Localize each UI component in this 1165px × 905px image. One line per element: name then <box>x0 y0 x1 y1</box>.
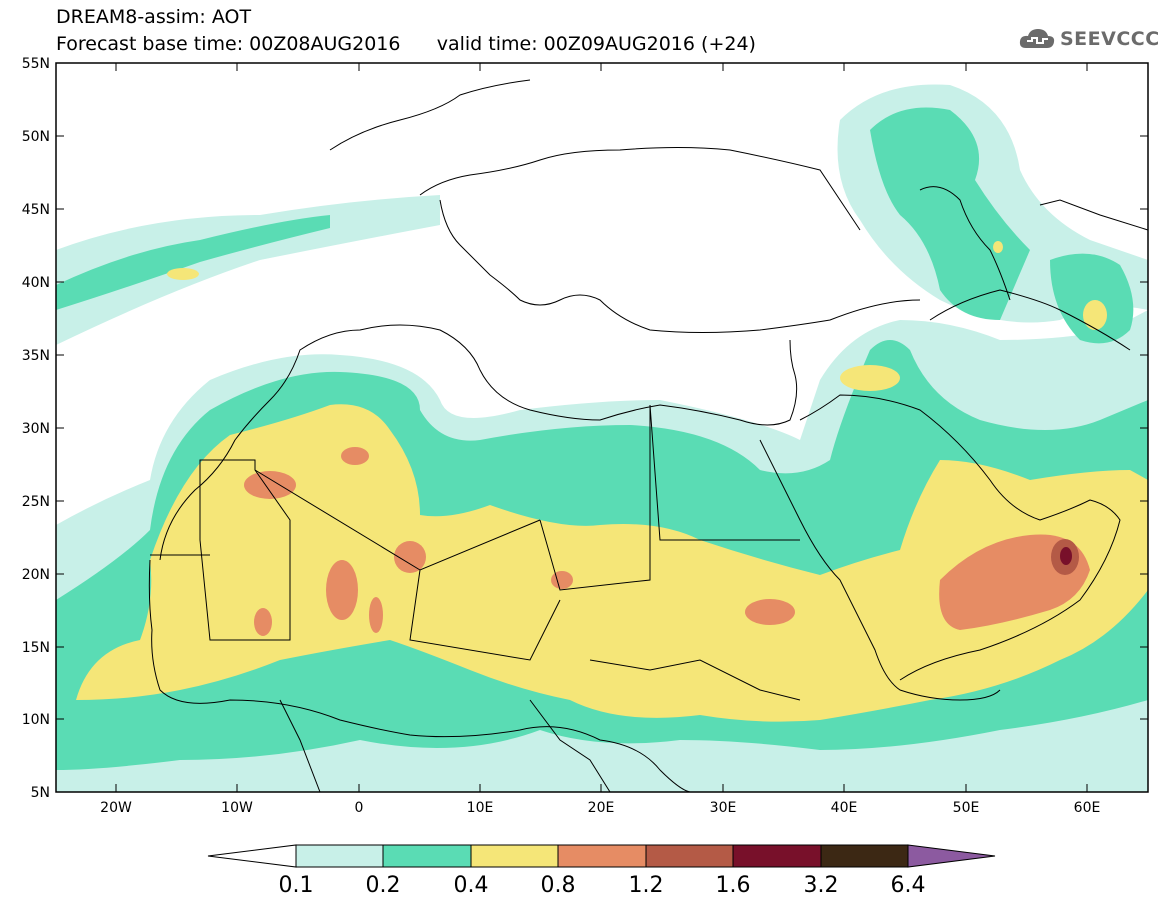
aot-contour-0.4 <box>76 404 1148 722</box>
aot-contour-0.4 <box>167 268 199 280</box>
colorbar-swatch <box>732 844 822 868</box>
colorbar: 0.1 0.2 0.4 0.8 1.2 1.6 3.2 6.4 <box>207 844 996 898</box>
colorbar-swatch <box>645 844 734 868</box>
aot-contour-0.4 <box>840 365 900 391</box>
colorbar-high-extend <box>907 844 996 868</box>
colorbar-swatch <box>820 844 909 868</box>
aot-contour-0.8 <box>745 599 795 625</box>
aot-contour-0.1 <box>56 195 440 345</box>
aot-contour-0.2 <box>870 107 1030 320</box>
lat-label: 50N <box>22 129 50 145</box>
colorbar-swatch <box>557 844 647 868</box>
lat-label: 40N <box>22 275 50 291</box>
lon-label: 30E <box>710 800 737 816</box>
lon-label: 20W <box>100 800 132 816</box>
cloud-icon <box>1019 29 1055 48</box>
colorbar-swatch <box>470 844 559 868</box>
lat-label: 5N <box>31 785 50 801</box>
aot-contour-0.8 <box>369 597 383 633</box>
colorbar-label: 0.2 <box>366 873 401 898</box>
lat-label: 30N <box>22 421 50 437</box>
latitude-axis: 55N 50N 45N 40N 35N 30N 25N 20N 15N 10N … <box>22 56 1148 801</box>
lon-label: 40E <box>831 800 858 816</box>
lat-label: 55N <box>22 56 50 72</box>
logo-text: SEEVCCC <box>1060 28 1160 50</box>
lat-label: 45N <box>22 202 50 218</box>
colorbar-label: 1.2 <box>629 873 664 898</box>
colorbar-swatch <box>295 844 384 868</box>
aot-contour-0.8 <box>551 571 573 589</box>
seevccc-logo: SEEVCCC <box>1018 25 1160 53</box>
colorbar-label: 6.4 <box>891 873 926 898</box>
colorbar-label: 3.2 <box>804 873 839 898</box>
lon-label: 0 <box>355 800 364 816</box>
lon-label: 10E <box>467 800 494 816</box>
lat-label: 20N <box>22 567 50 583</box>
aot-contour-1.6 <box>1060 547 1072 565</box>
aot-contour-0.8 <box>394 541 426 573</box>
lat-label: 35N <box>22 348 50 364</box>
lon-label: 50E <box>953 800 980 816</box>
aot-contour-0.4 <box>1083 300 1107 330</box>
aot-contour-0.4 <box>993 241 1003 253</box>
lon-label: 60E <box>1074 800 1101 816</box>
colorbar-label: 0.1 <box>279 873 314 898</box>
lat-label: 10N <box>22 712 50 728</box>
forecast-time-subtitle: Forecast base time: 00Z08AUG2016 valid t… <box>56 33 756 55</box>
colorbar-label: 1.6 <box>716 873 751 898</box>
lon-label: 10W <box>221 800 253 816</box>
colorbar-label: 0.8 <box>541 873 576 898</box>
coastlines <box>148 79 1148 792</box>
colorbar-low-extend <box>207 844 297 868</box>
map-title: DREAM8-assim: AOT <box>56 6 252 28</box>
aot-contour-0.2 <box>1050 253 1134 344</box>
colorbar-swatch <box>382 844 472 868</box>
lon-label: 20E <box>588 800 615 816</box>
colorbar-label: 0.4 <box>454 873 489 898</box>
aot-contour-0.8 <box>326 560 358 620</box>
aot-contour-0.8 <box>244 471 296 499</box>
aot-contour-0.8 <box>341 447 369 465</box>
longitude-axis: 20W 10W 0 10E 20E 30E 40E 50E 60E <box>100 63 1100 816</box>
aot-contour-0.8 <box>254 608 272 636</box>
lat-label: 25N <box>22 494 50 510</box>
aot-field <box>56 79 1148 792</box>
aot-contour-0.2 <box>56 215 330 310</box>
lat-label: 15N <box>22 640 50 656</box>
